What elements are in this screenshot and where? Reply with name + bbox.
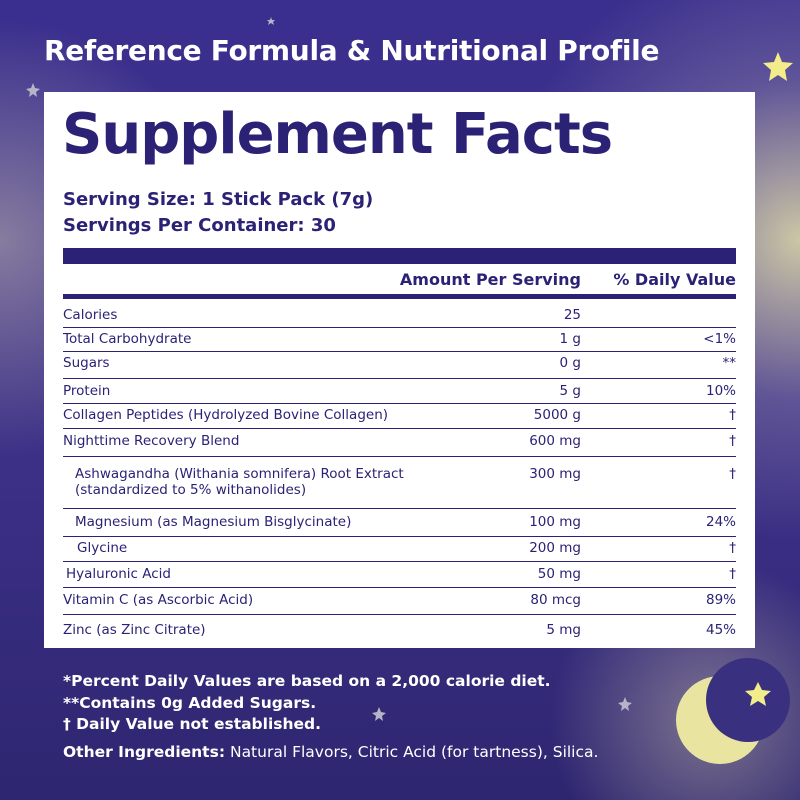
row-rule [63,456,736,457]
row-rule [63,508,736,509]
serving-size: Serving Size: 1 Stick Pack (7g) [63,189,374,210]
daily-value: † [729,466,736,482]
amount: 80 mcg [530,592,581,608]
star [26,83,40,97]
star [745,682,771,706]
amount: 5 g [559,383,581,399]
other-ingredients-text: Natural Flavors, Citric Acid (for tartne… [229,743,599,761]
row-rule [63,536,736,537]
footnote: **Contains 0g Added Sugars. [63,694,317,712]
other-ingredients: Other Ingredients: Natural Flavors, Citr… [63,743,598,761]
nutrient-name: Hyaluronic Acid [66,566,171,582]
nutrient-name: Total Carbohydrate [63,331,192,347]
daily-value: ** [722,355,737,371]
nutrient-name: Protein [63,383,111,399]
row-rule [63,428,736,429]
amount: 5000 g [533,407,581,423]
nutrient-name: Magnesium (as Magnesium Bisglycinate) [75,514,352,530]
daily-value: 89% [705,592,736,608]
amount: 50 mg [537,566,581,582]
nutrient-name: Sugars [63,355,110,371]
footnote: *Percent Daily Values are based on a 2,0… [63,672,551,690]
footnote: † Daily Value not established. [63,715,322,733]
row-rule [63,378,736,379]
row-rule [63,327,736,328]
row-rule [63,403,736,404]
servings-per-container: Servings Per Container: 30 [63,215,336,236]
row-rule [63,561,736,562]
nutrient-name: Vitamin C (as Ascorbic Acid) [63,592,254,608]
star [267,17,275,25]
amount: 600 mg [529,433,581,449]
column-header: % Daily Value [613,270,736,289]
star [763,52,793,81]
nutrient-name: Ashwagandha (Withania somnifera) Root Ex… [75,466,404,482]
panel-title: Supplement Facts [62,102,613,167]
daily-value: † [729,540,736,556]
header-title: Reference Formula & Nutritional Profile [44,34,660,67]
amount: 1 g [559,331,581,347]
amount: 300 mg [529,466,581,482]
daily-value: † [729,566,736,582]
column-header: Amount Per Serving [399,270,581,289]
star [618,697,632,711]
nutrient-name: Zinc (as Zinc Citrate) [63,622,206,638]
daily-value: 24% [705,514,736,530]
nutrient-name: (standardized to 5% withanolides) [75,482,307,498]
daily-value: 45% [705,622,736,638]
amount: 5 mg [546,622,581,638]
nutrient-name: Collagen Peptides (Hydrolyzed Bovine Col… [63,407,389,423]
daily-value: † [729,407,736,423]
amount: 100 mg [529,514,581,530]
moon-shadow [706,658,790,742]
star [372,707,386,721]
row-rule [63,587,736,588]
thick-rule [63,248,736,264]
facts-panel: Supplement Facts Serving Size: 1 Stick P… [44,92,755,648]
amount: 200 mg [529,540,581,556]
nutrient-name: Calories [63,307,118,323]
amount: 25 [563,307,581,323]
other-ingredients-label: Other Ingredients: [63,743,226,761]
daily-value: 10% [705,383,736,399]
daily-value: <1% [703,331,736,347]
header-rule [63,294,736,299]
daily-value: † [729,433,736,449]
row-rule [63,614,736,615]
row-rule [63,351,736,352]
nutrient-name: Glycine [77,540,128,556]
nutrient-name: Nighttime Recovery Blend [63,433,240,449]
amount: 0 g [559,355,581,371]
